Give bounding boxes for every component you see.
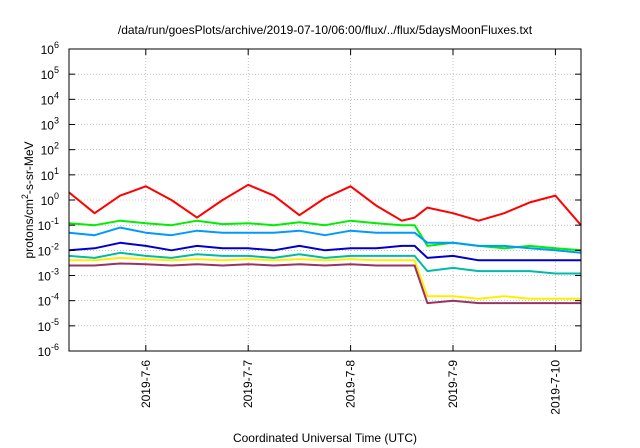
y-tick-label: 10-3 bbox=[38, 267, 59, 284]
x-tick-label: 2019-7-10 bbox=[548, 360, 562, 415]
axis-ticks bbox=[69, 48, 581, 352]
y-tick-label: 102 bbox=[41, 141, 59, 158]
x-axis-label: Coordinated Universal Time (UTC) bbox=[233, 431, 417, 445]
y-tick-label: 10-6 bbox=[38, 342, 59, 359]
y-tick-label: 105 bbox=[41, 65, 59, 82]
x-tick-labels: 2019-7-6 2019-7-7 2019-7-8 2019-7-9 2019-7-1… bbox=[139, 360, 563, 415]
series-line-5 bbox=[68, 251, 581, 275]
y-tick-label: 10-1 bbox=[38, 216, 59, 233]
y-tick-label: 100 bbox=[41, 191, 59, 208]
x-tick-label: 2019-7-7 bbox=[241, 360, 255, 408]
y-tick-label: 10-5 bbox=[38, 317, 59, 334]
y-tick-label: 10-4 bbox=[38, 292, 59, 309]
y-axis-label-post: -s-sr-MeV bbox=[22, 141, 36, 194]
y-tick-label: 101 bbox=[41, 166, 59, 183]
x-tick-label: 2019-7-8 bbox=[344, 360, 358, 408]
chart-title: /data/run/goesPlots/archive/2019-07-10/0… bbox=[118, 23, 533, 37]
y-tick-label: 104 bbox=[41, 90, 59, 107]
y-tick-label: 10-2 bbox=[38, 241, 59, 258]
series-group bbox=[68, 183, 582, 305]
y-tick-label: 106 bbox=[41, 40, 59, 57]
y-axis-label: protons/cm2-s-sr-MeV bbox=[20, 141, 36, 258]
series-line-6 bbox=[69, 256, 581, 300]
series-line-1 bbox=[68, 183, 582, 226]
y-axis-label-pre: protons/cm bbox=[22, 199, 36, 258]
y-tick-label: 103 bbox=[41, 116, 59, 133]
y-tick-labels: 10-6 10-5 10-4 10-3 10-2 10-1 100 101 102 103 104 1… bbox=[38, 40, 59, 359]
x-tick-label: 2019-7-9 bbox=[446, 360, 460, 408]
series-line-4 bbox=[68, 241, 581, 262]
y-axis-label-sup: 2 bbox=[20, 194, 30, 199]
grid bbox=[69, 49, 581, 351]
series-line-7 bbox=[69, 262, 581, 305]
series-line-3 bbox=[68, 226, 582, 254]
series-line-2 bbox=[68, 219, 582, 252]
x-tick-label: 2019-7-6 bbox=[139, 360, 153, 408]
